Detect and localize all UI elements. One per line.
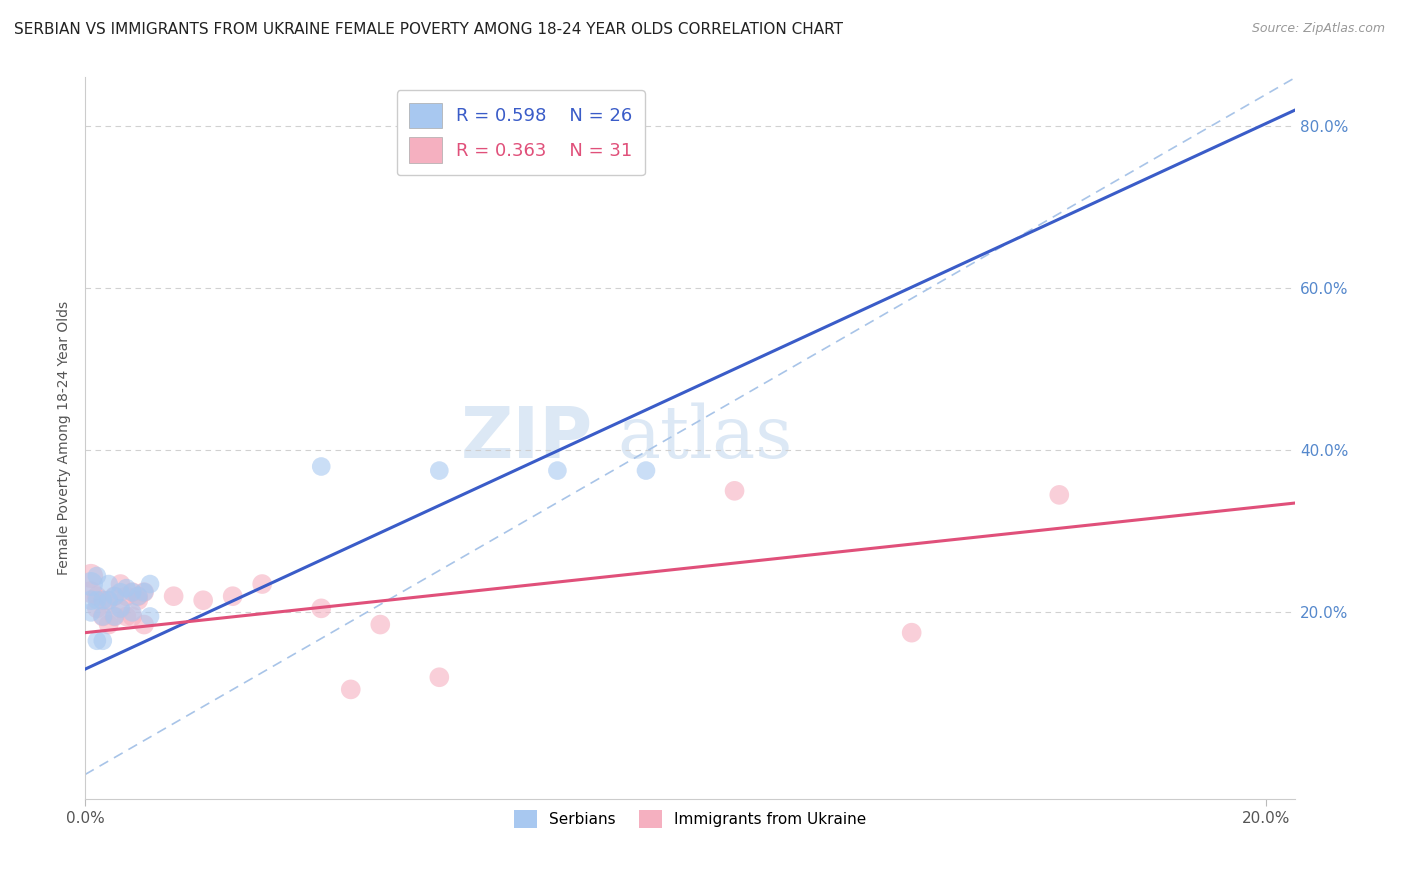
Point xyxy=(121,609,143,624)
Point xyxy=(309,601,332,615)
Point xyxy=(86,593,108,607)
Point xyxy=(115,581,138,595)
Point xyxy=(91,593,114,607)
Point xyxy=(97,577,120,591)
Point xyxy=(97,617,120,632)
Point xyxy=(132,585,155,599)
Point xyxy=(121,585,143,599)
Y-axis label: Female Poverty Among 18-24 Year Olds: Female Poverty Among 18-24 Year Olds xyxy=(58,301,72,575)
Point xyxy=(115,609,138,624)
Point xyxy=(110,585,132,599)
Point xyxy=(900,625,922,640)
Point xyxy=(80,569,103,583)
Point xyxy=(132,585,155,599)
Point xyxy=(191,593,214,607)
Text: SERBIAN VS IMMIGRANTS FROM UKRAINE FEMALE POVERTY AMONG 18-24 YEAR OLDS CORRELAT: SERBIAN VS IMMIGRANTS FROM UKRAINE FEMAL… xyxy=(14,22,844,37)
Point xyxy=(139,609,162,624)
Point xyxy=(427,464,450,478)
Point xyxy=(339,682,361,697)
Point xyxy=(86,589,108,603)
Point xyxy=(162,589,184,603)
Point xyxy=(139,577,162,591)
Point xyxy=(127,589,149,603)
Point xyxy=(80,577,103,591)
Text: Source: ZipAtlas.com: Source: ZipAtlas.com xyxy=(1251,22,1385,36)
Point xyxy=(127,589,149,603)
Point xyxy=(723,483,745,498)
Point xyxy=(546,464,568,478)
Point xyxy=(1047,488,1070,502)
Point xyxy=(221,589,243,603)
Point xyxy=(634,464,657,478)
Point xyxy=(97,593,120,607)
Point xyxy=(110,601,132,615)
Point xyxy=(127,593,149,607)
Point xyxy=(110,601,132,615)
Text: atlas: atlas xyxy=(617,403,793,474)
Point xyxy=(91,609,114,624)
Text: ZIP: ZIP xyxy=(461,404,593,473)
Point xyxy=(86,633,108,648)
Point xyxy=(104,609,127,624)
Point xyxy=(104,589,127,603)
Point xyxy=(91,609,114,624)
Point xyxy=(250,577,273,591)
Point xyxy=(368,617,391,632)
Point xyxy=(115,589,138,603)
Point xyxy=(86,569,108,583)
Point xyxy=(309,459,332,474)
Legend: Serbians, Immigrants from Ukraine: Serbians, Immigrants from Ukraine xyxy=(508,804,872,835)
Point xyxy=(80,585,103,599)
Point xyxy=(121,606,143,620)
Point xyxy=(427,670,450,684)
Point xyxy=(104,589,127,603)
Point xyxy=(86,601,108,615)
Point xyxy=(91,593,114,607)
Point xyxy=(80,593,103,607)
Point xyxy=(97,593,120,607)
Point xyxy=(121,585,143,599)
Point xyxy=(132,617,155,632)
Point xyxy=(80,606,103,620)
Point xyxy=(91,633,114,648)
Point xyxy=(104,609,127,624)
Point xyxy=(110,577,132,591)
